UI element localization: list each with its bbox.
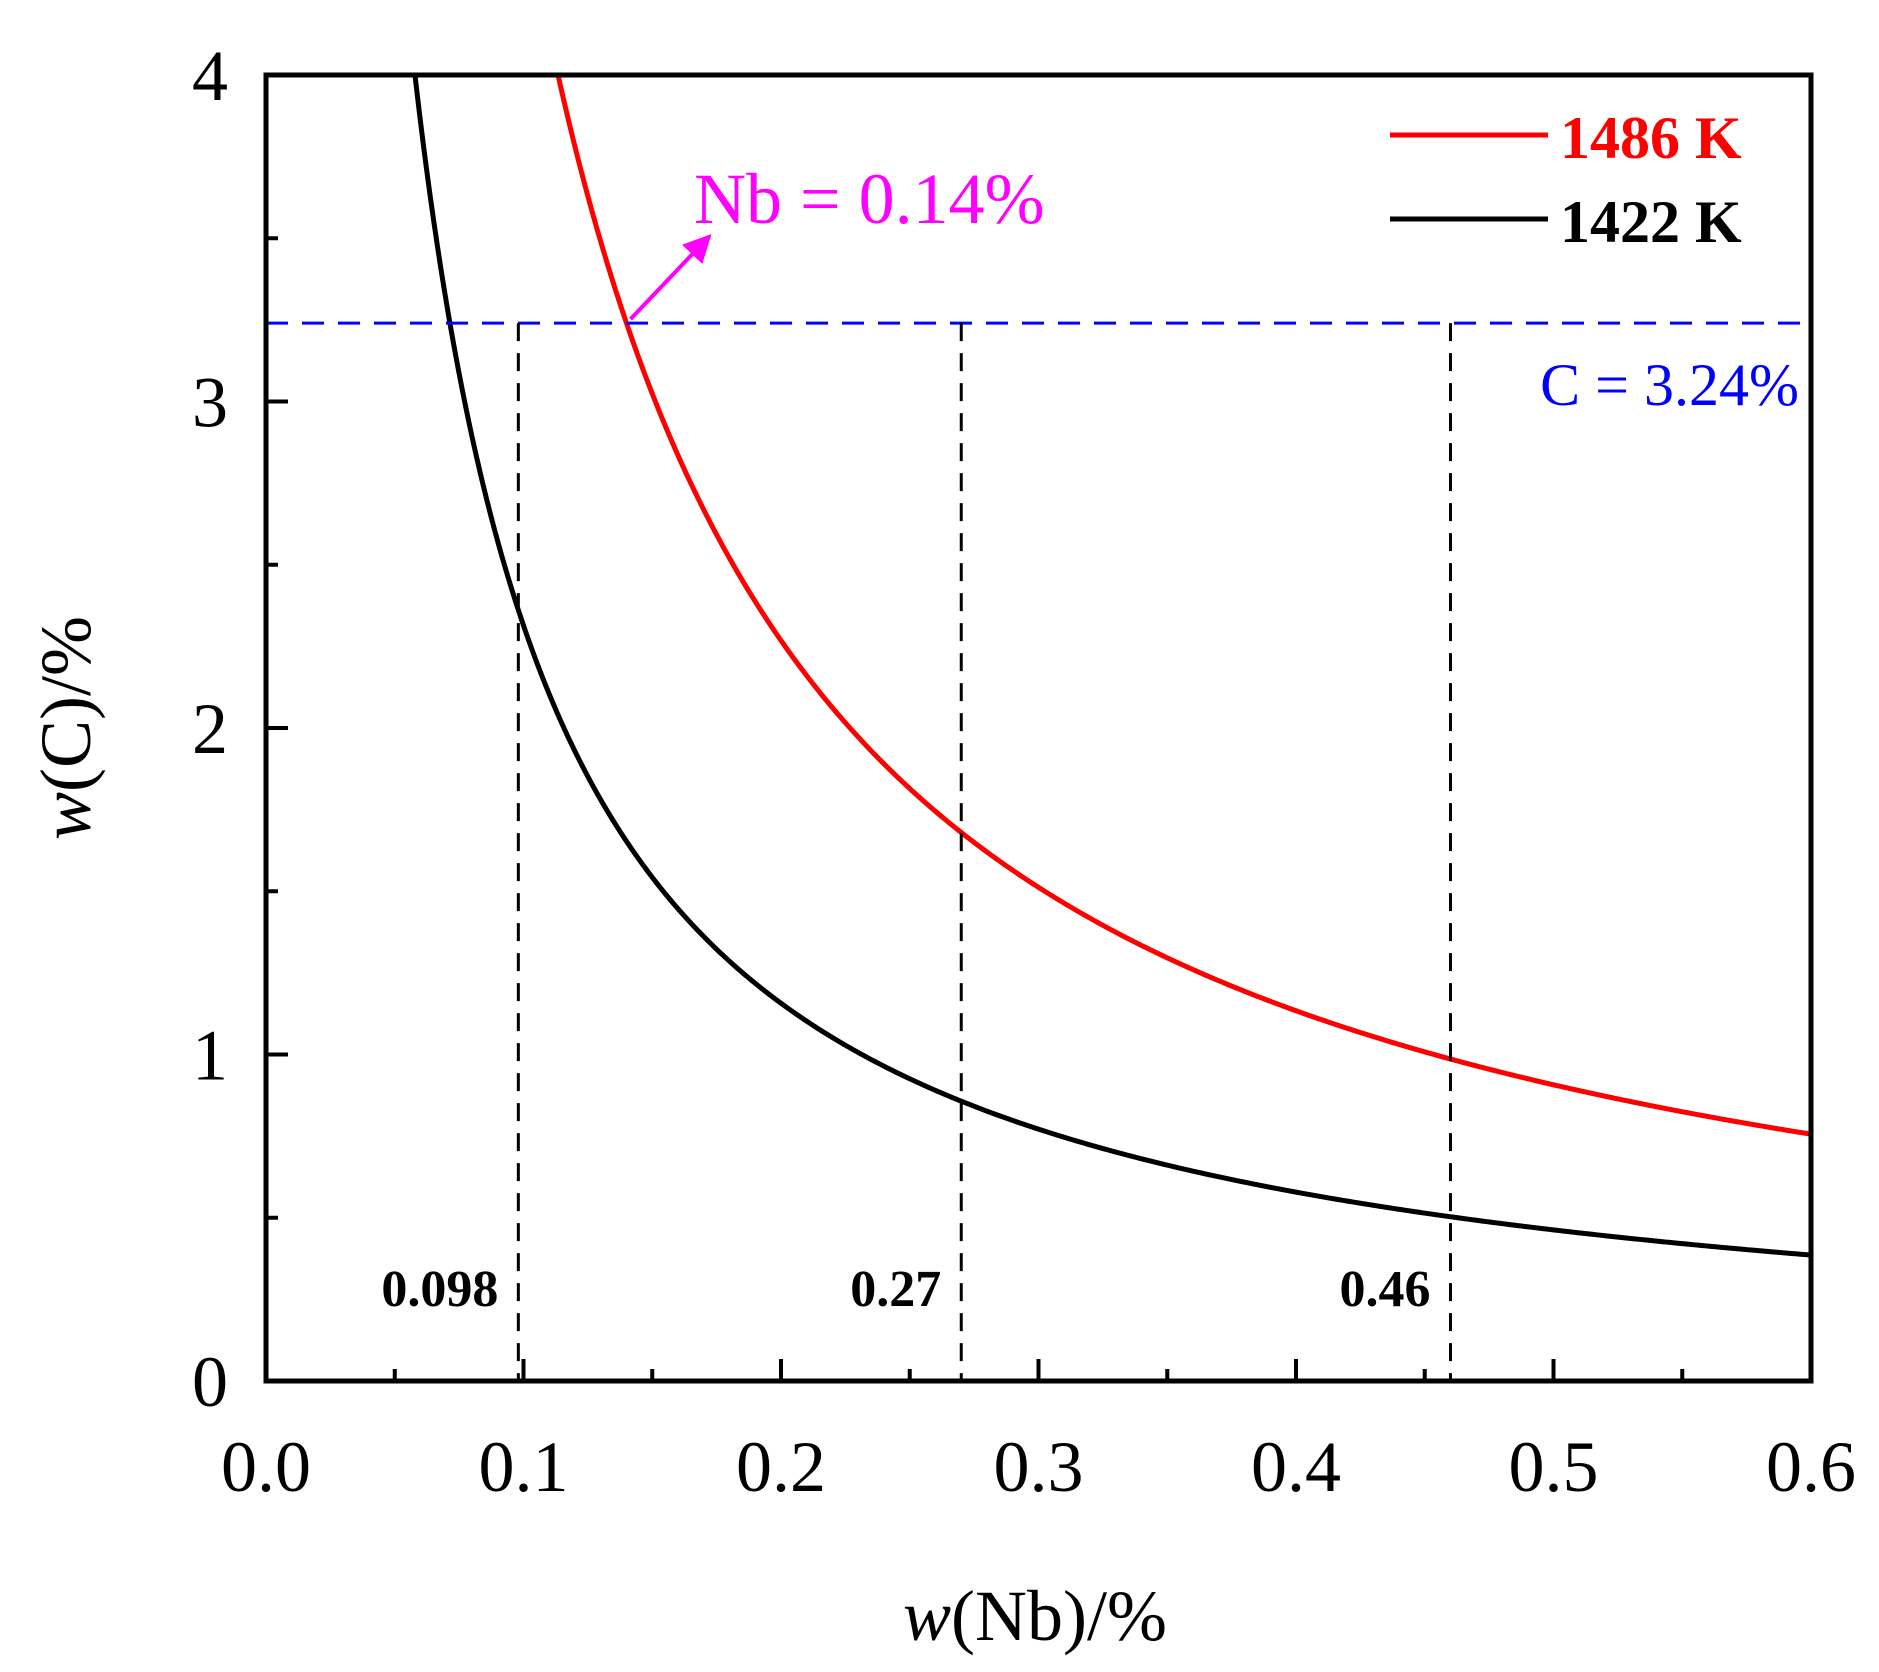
y-tick-label: 3 (192, 363, 228, 443)
annotation-label: Nb = 0.14% (694, 159, 1045, 239)
y-tick-label: 0 (192, 1342, 228, 1422)
x-tick-label: 0.6 (1766, 1427, 1856, 1507)
y-tick-label: 4 (192, 36, 228, 116)
reference-label-nb: 0.46 (1340, 1261, 1431, 1318)
legend: 1486 K 1422 K (1390, 105, 1742, 255)
x-tick-label: 0.2 (736, 1427, 826, 1507)
legend-label-1422k: 1422 K (1560, 189, 1742, 255)
annotation-arrow (629, 234, 712, 321)
y-axis-label-rest: (C)/% (26, 616, 106, 792)
reference-label-nb: 0.098 (381, 1261, 498, 1318)
plot-frame (263, 72, 1814, 1384)
series-line-1486k (555, 75, 1811, 1137)
x-axis-label: w(Nb)/% (903, 1576, 1167, 1656)
x-axis-label-rest: (Nb)/% (951, 1576, 1167, 1656)
y-tick-label: 2 (192, 689, 228, 769)
legend-label-1486k: 1486 K (1560, 105, 1742, 171)
reference-label-nb: 0.27 (850, 1261, 941, 1318)
x-axis-label-italic: w (903, 1576, 951, 1656)
series-line-1422k (412, 75, 1811, 1258)
reference-label-c: C = 3.24% (1540, 352, 1799, 418)
y-tick-label: 1 (192, 1016, 228, 1096)
x-tick-label: 0.5 (1509, 1427, 1599, 1507)
x-tick-label: 0.4 (1251, 1427, 1341, 1507)
y-axis-label: w(C)/% (26, 616, 106, 840)
x-tick-label: 0.3 (994, 1427, 1084, 1507)
y-axis-label-italic: w (26, 792, 106, 840)
x-tick-label: 0.1 (479, 1427, 569, 1507)
x-tick-label: 0.0 (221, 1427, 311, 1507)
